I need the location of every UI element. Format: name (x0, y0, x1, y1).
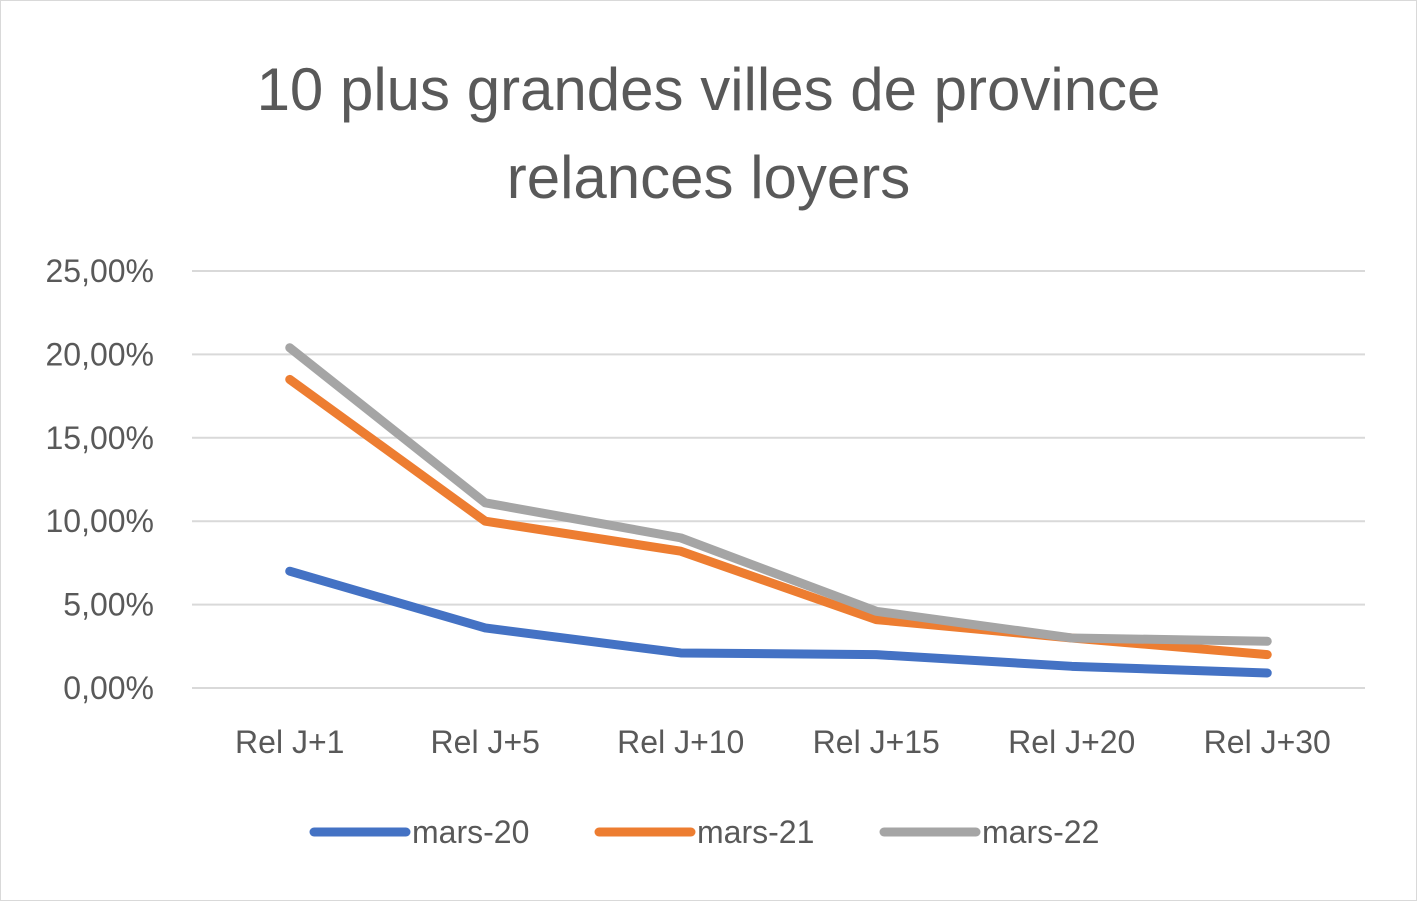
series-line-mars-22 (285, 343, 1272, 646)
chart-title-line-1: 10 plus grandes villes de province (256, 56, 1161, 123)
legend-label: mars-20 (412, 814, 529, 850)
legend-label: mars-21 (697, 814, 814, 850)
legend: mars-20 mars-21 mars-22 (309, 814, 1099, 850)
series-line-mars-20 (285, 566, 1272, 678)
y-tick-label: 20,00% (45, 336, 154, 372)
x-tick-label: Rel J+20 (1008, 724, 1135, 760)
y-tick-label: 10,00% (45, 503, 154, 539)
x-axis-ticks: Rel J+1 Rel J+5 Rel J+10 Rel J+15 Rel J+20 Re… (235, 724, 1331, 760)
y-tick-label: 0,00% (63, 670, 154, 706)
legend-label: mars-22 (982, 814, 1099, 850)
x-tick-label: Rel J+10 (617, 724, 744, 760)
chart-title: 10 plus grandes villes de province relan… (0, 46, 1417, 222)
chart-title-line-2: relances loyers (506, 144, 911, 211)
gridlines (192, 270, 1365, 689)
series-lines (285, 343, 1272, 678)
x-tick-label: Rel J+30 (1204, 724, 1331, 760)
y-axis-ticks: 0,00% 5,00% 10,00% 15,00% 20,00% 25,00% (45, 253, 154, 706)
x-tick-label: Rel J+15 (813, 724, 940, 760)
y-tick-label: 25,00% (45, 253, 154, 289)
x-tick-label: Rel J+5 (431, 724, 540, 760)
x-tick-label: Rel J+1 (235, 724, 344, 760)
y-tick-label: 5,00% (63, 587, 154, 623)
y-tick-label: 15,00% (45, 420, 154, 456)
